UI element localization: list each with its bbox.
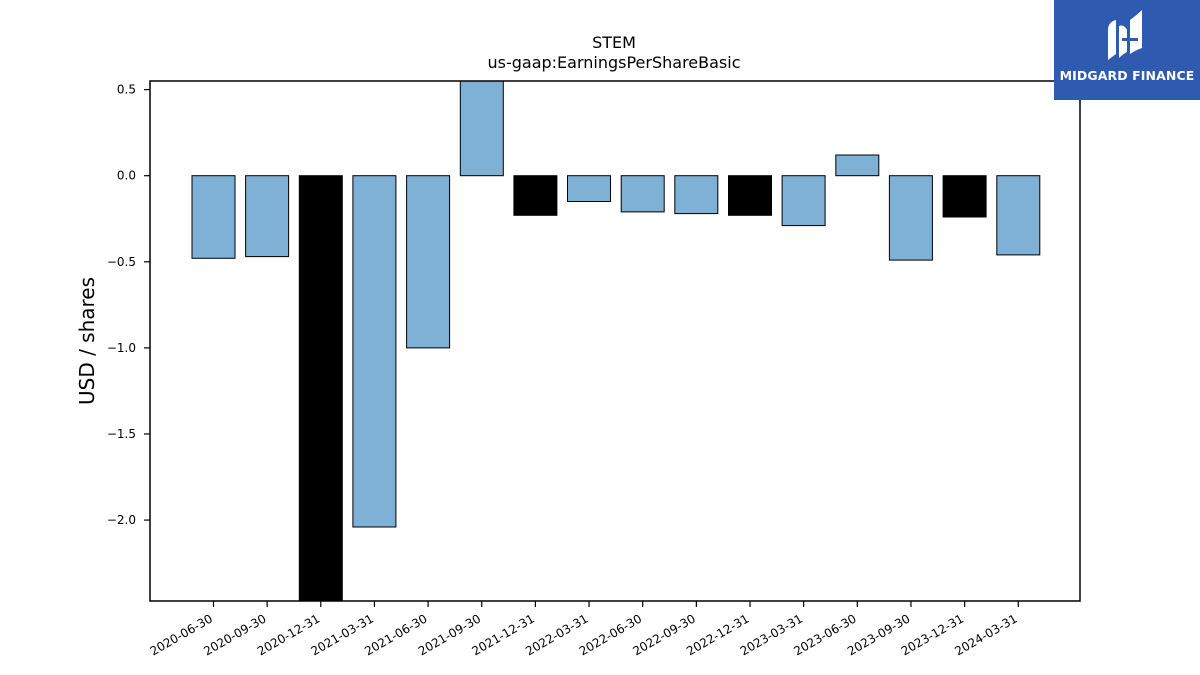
bar-2021-03-31 — [352, 175, 397, 528]
bar-2023-03-31 — [781, 175, 826, 227]
y-tick-label: −0.5 — [107, 255, 136, 269]
y-axis-ticks: 0.5 0.0 −0.5 −1.0 −1.5 −2.0 — [107, 83, 150, 527]
bars-group — [191, 80, 1041, 602]
y-tick-label: −1.0 — [107, 341, 136, 355]
bar-2021-06-30 — [406, 175, 451, 349]
chart-title: STEM — [592, 33, 636, 52]
bar-2020-09-30 — [245, 175, 290, 258]
bar-2024-03-31 — [996, 175, 1041, 256]
midgard-finance-logo: MIDGARD FINANCE — [1054, 0, 1200, 100]
bar-2021-12-31 — [513, 175, 558, 216]
bar-2021-09-30 — [459, 80, 504, 177]
midgard-m-icon — [1108, 10, 1142, 60]
chart-subtitle: us-gaap:EarningsPerShareBasic — [487, 53, 740, 72]
x-axis-ticks: 2020-06-302020-09-302020-12-312021-03-31… — [148, 601, 1020, 658]
bar-2023-06-30 — [835, 154, 880, 177]
bar-2020-12-31 — [298, 175, 343, 602]
bar-2022-12-31 — [728, 175, 772, 216]
y-tick-label: 0.5 — [117, 83, 136, 97]
bar-2022-03-31 — [567, 175, 611, 202]
y-tick-label: 0.0 — [117, 169, 136, 183]
bar-2020-06-30 — [191, 175, 236, 259]
bar-2022-09-30 — [674, 175, 719, 215]
y-tick-label: −1.5 — [107, 427, 136, 441]
bar-2023-12-31 — [942, 175, 987, 218]
plot-frame — [149, 80, 1081, 602]
bar-2022-06-30 — [620, 175, 665, 213]
y-axis-label: USD / shares — [75, 277, 99, 405]
y-tick-label: −2.0 — [107, 513, 136, 527]
logo-text: MIDGARD FINANCE — [1059, 68, 1195, 83]
bar-2023-09-30 — [888, 175, 933, 261]
